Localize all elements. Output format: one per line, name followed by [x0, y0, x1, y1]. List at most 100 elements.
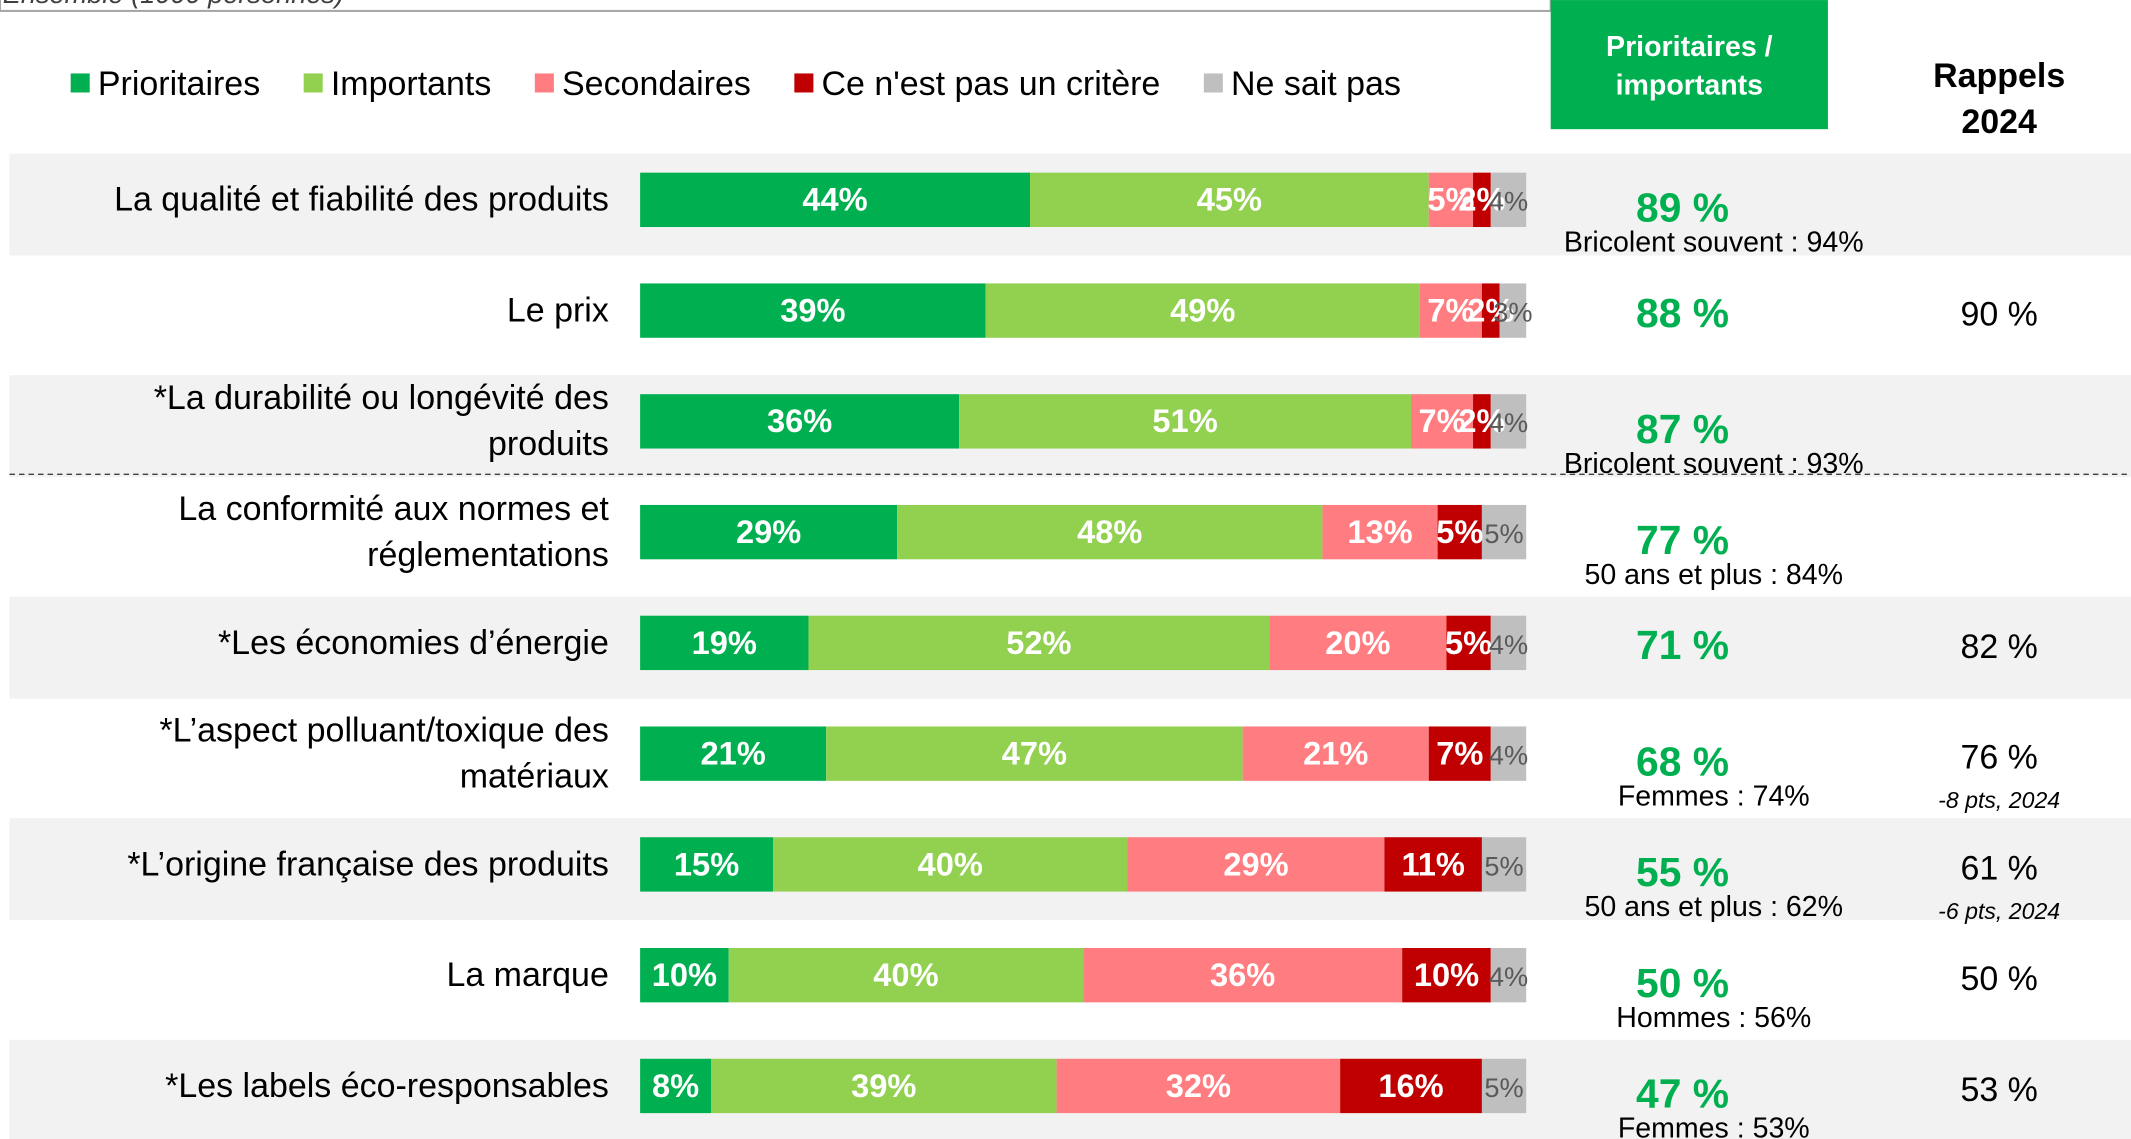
category-label: *Les labels éco-responsables	[165, 1067, 609, 1105]
bar-value-label: 5%	[1436, 513, 1483, 550]
category-label: *L’aspect polluant/toxique des matériaux	[159, 711, 608, 795]
bar-value-label: 2%	[1458, 181, 1505, 218]
bar-value-label: 36%	[767, 402, 832, 439]
bar-value-label: 44%	[802, 181, 867, 218]
total-note: Bricolent souvent : 94%	[1564, 226, 1864, 258]
bar-segment	[1269, 615, 1447, 671]
bar-segment	[640, 726, 827, 781]
bar-segment	[640, 947, 729, 1003]
bar-segment	[640, 504, 898, 560]
bar-value-label: 11%	[1401, 845, 1464, 882]
bar-value-label: 29%	[1223, 845, 1288, 882]
bar-segment	[1481, 837, 1527, 892]
subtitle: Ensemble (1000 personnes)	[3, 0, 344, 9]
bar-value-label: 2%	[1458, 402, 1505, 439]
recall-note: -8 pts, 2024	[1938, 787, 2060, 813]
recall-header: Rappels 2024	[1933, 57, 2065, 141]
total-value: 87 %	[1636, 406, 1729, 452]
total-note: 50 ans et plus : 62%	[1584, 891, 1843, 923]
bar-segment	[1242, 726, 1429, 781]
bar-segment	[1384, 837, 1482, 892]
bar-value-label: 4%	[1489, 407, 1528, 438]
legend-label: Importants	[331, 65, 491, 103]
total-header-box	[1550, 0, 1828, 130]
bar-value-label: 16%	[1378, 1067, 1443, 1104]
category-label: *Les économies d’énergie	[218, 624, 609, 662]
bar-value-label: 52%	[1006, 624, 1071, 661]
bar-value-label: 13%	[1347, 513, 1412, 550]
bar-value-label: 20%	[1325, 624, 1390, 661]
bar-segment	[1322, 504, 1438, 560]
bar-value-label: 21%	[701, 735, 766, 772]
bar-segment	[1473, 172, 1491, 228]
bar-value-label: 48%	[1077, 513, 1142, 550]
bar-segment	[1499, 283, 1527, 338]
bar-segment	[1030, 172, 1429, 228]
bar-value-label: 10%	[1414, 956, 1479, 993]
total-value: 50 %	[1636, 960, 1729, 1006]
bar-segment	[1473, 394, 1491, 449]
recall-value: 61 %	[1960, 849, 2037, 887]
legend-swatch	[794, 73, 814, 93]
bar-segment	[826, 726, 1243, 781]
bar-segment	[1437, 504, 1482, 560]
total-note: Femmes : 74%	[1618, 780, 1810, 812]
bar-segment	[640, 837, 774, 892]
bar-segment	[1340, 1058, 1482, 1114]
bar-value-label: 5%	[1427, 181, 1474, 218]
bar-value-label: 45%	[1197, 181, 1262, 218]
legend-label: Ce n'est pas un critère	[822, 65, 1161, 103]
total-note: Femmes : 53%	[1618, 1113, 1810, 1139]
bar-segment	[1056, 1058, 1341, 1114]
bar-value-label: 47%	[1002, 735, 1067, 772]
bar-value-label: 7%	[1436, 735, 1483, 772]
bar-segment	[773, 837, 1128, 892]
bar-value-label: 29%	[736, 513, 801, 550]
bar-segment	[728, 947, 1084, 1003]
bar-segment	[1127, 837, 1385, 892]
recall-value: 50 %	[1960, 960, 2037, 998]
bar-segment	[1446, 615, 1491, 671]
bar-segment	[640, 615, 809, 671]
bar-value-label: 40%	[873, 956, 938, 993]
bar-segment	[1419, 283, 1482, 338]
bar-value-label: 2%	[1467, 291, 1514, 328]
bar-value-label: 4%	[1489, 740, 1528, 771]
bar-segment	[640, 283, 986, 338]
bar-value-label: 36%	[1210, 956, 1275, 993]
recall-value: 53 %	[1960, 1071, 2037, 1109]
total-value: 68 %	[1636, 738, 1729, 784]
category-label: La qualité et fiabilité des produits	[114, 181, 609, 219]
recall-value: 76 %	[1960, 739, 2037, 777]
category-label: *L’origine française des produits	[127, 845, 609, 883]
bar-value-label: 15%	[674, 845, 739, 882]
category-label: Le prix	[507, 291, 609, 329]
bar-segment	[897, 504, 1323, 560]
total-note: Bricolent souvent : 93%	[1564, 448, 1864, 480]
total-value: 47 %	[1636, 1071, 1729, 1117]
bar-value-label: 51%	[1152, 402, 1217, 439]
bar-value-label: 7%	[1418, 402, 1465, 439]
bar-value-label: 4%	[1489, 961, 1528, 992]
bar-segment	[1083, 947, 1403, 1003]
bar-value-label: 5%	[1484, 1072, 1523, 1103]
bar-value-label: 5%	[1484, 518, 1523, 549]
bar-segment	[1490, 726, 1527, 781]
total-value: 55 %	[1636, 849, 1729, 895]
legend-label: Prioritaires	[98, 65, 260, 103]
bar-segment	[640, 394, 960, 449]
bar-segment	[1481, 1058, 1527, 1114]
legend-swatch	[534, 73, 554, 93]
bar-value-label: 40%	[918, 845, 983, 882]
total-note: Hommes : 56%	[1616, 1002, 1811, 1034]
category-label: *La durabilité ou longévité des produits	[154, 379, 609, 463]
recall-value: 82 %	[1960, 628, 2037, 666]
total-value: 71 %	[1636, 622, 1729, 668]
bar-value-label: 8%	[652, 1067, 699, 1104]
bar-segment	[1428, 726, 1491, 781]
recall-value: 90 %	[1960, 296, 2037, 334]
bar-segment	[1481, 504, 1527, 560]
legend-swatch	[70, 73, 90, 93]
bar-value-label: 39%	[780, 291, 845, 328]
